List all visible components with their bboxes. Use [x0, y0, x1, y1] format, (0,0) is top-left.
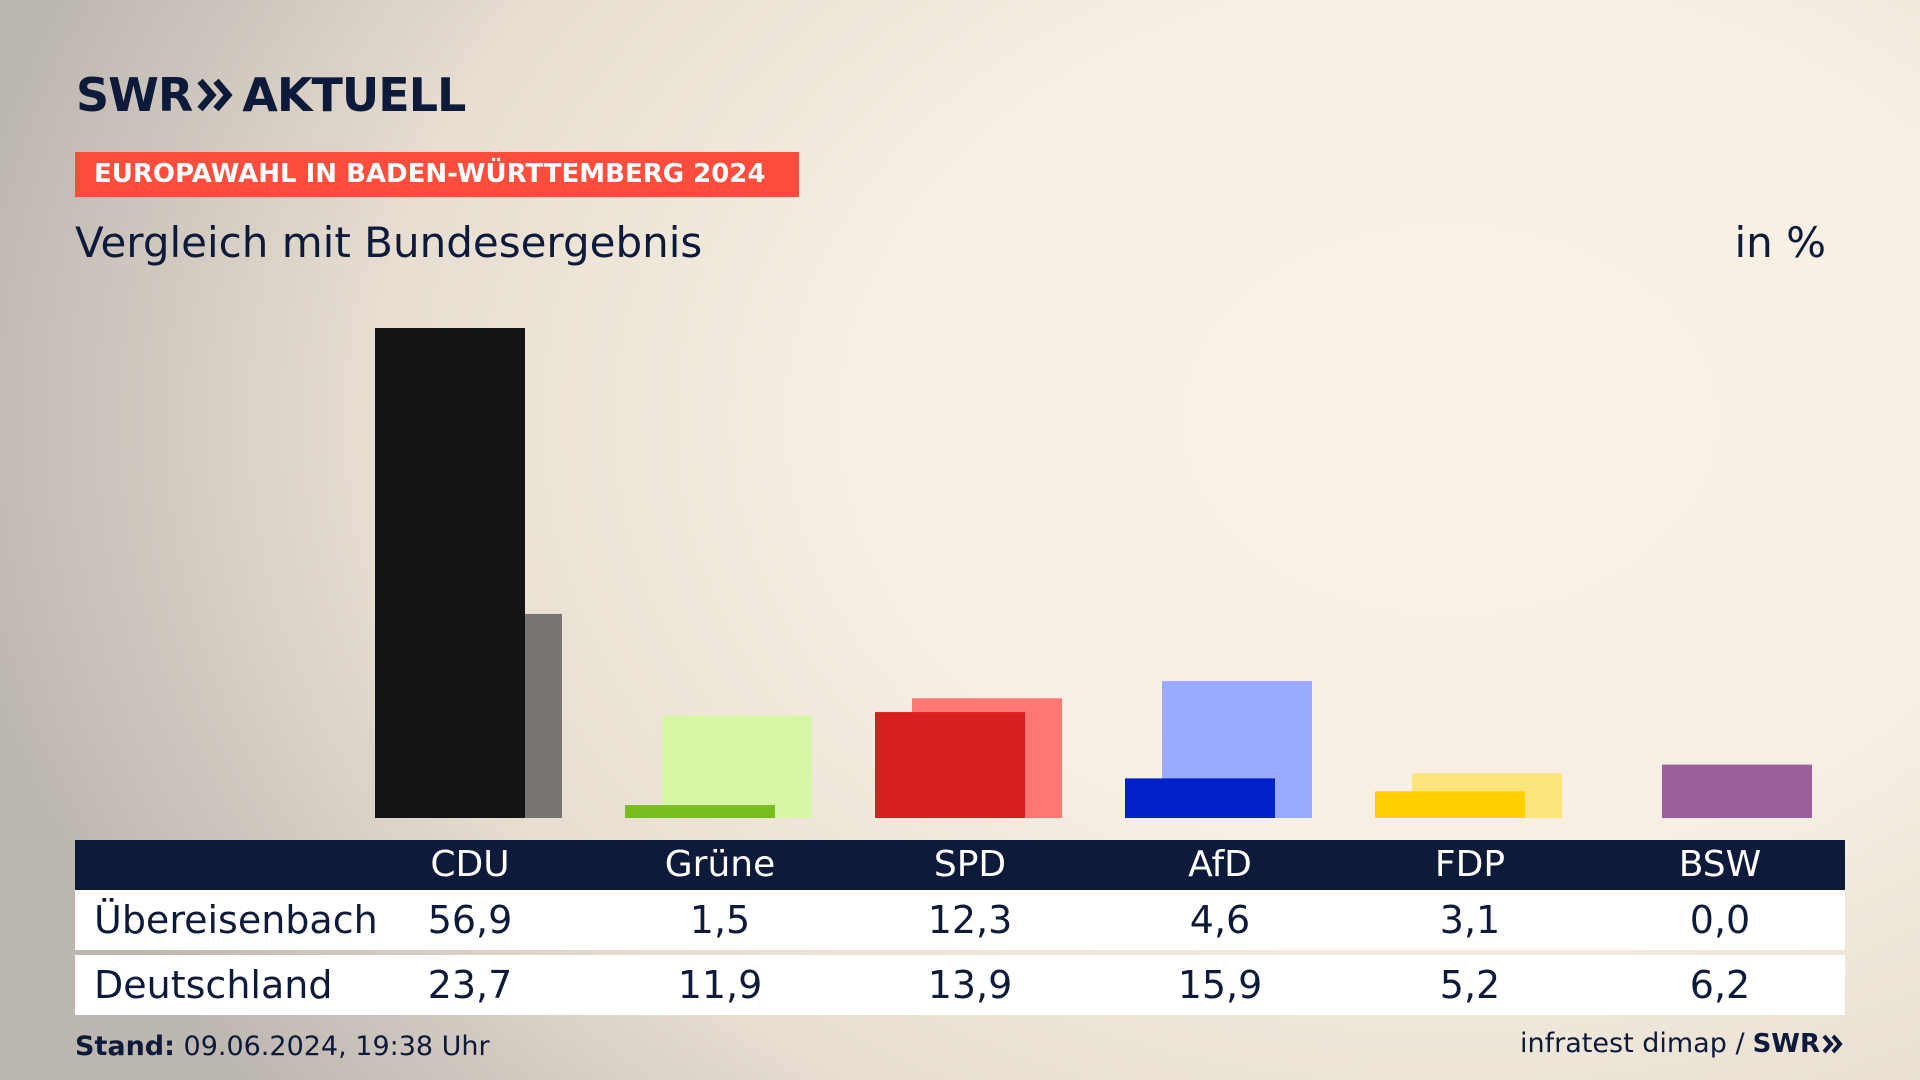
- stand-value: 09.06.2024, 19:38 Uhr: [183, 1031, 490, 1062]
- chart-subtitle: Vergleich mit Bundesergebnis: [75, 218, 703, 267]
- swr-aktuell-logo: SWR AKTUELL: [76, 68, 466, 122]
- column-header-cdu: CDU: [430, 844, 510, 885]
- table-cell: 1,5: [689, 898, 751, 942]
- table-row: Übereisenbach 56,9 1,5 12,3 4,6 3,1 0,0: [75, 890, 1845, 950]
- bar-deutschland-grüne: [662, 715, 812, 818]
- table-cell: 11,9: [677, 963, 763, 1007]
- table-cell: 4,6: [1189, 898, 1251, 942]
- column-header-bsw: BSW: [1678, 844, 1762, 885]
- table-cell: 5,2: [1439, 963, 1501, 1007]
- bar-uebereisenbach-fdp: [1375, 791, 1525, 818]
- row-label: Übereisenbach: [94, 898, 378, 942]
- results-table: CDU Grüne SPD AfD FDP BSW Übereisenbach …: [75, 840, 1845, 1015]
- double-chevron-icon: [197, 78, 233, 112]
- table-cell: 12,3: [927, 898, 1013, 942]
- table-cell: 0,0: [1689, 898, 1751, 942]
- table-header-row: CDU Grüne SPD AfD FDP BSW: [75, 840, 1845, 890]
- column-header-fdp: FDP: [1434, 844, 1506, 885]
- table-row: Deutschland 23,7 11,9 13,9 15,9 5,2 6,2: [75, 955, 1845, 1015]
- logo-aktuell-text: AKTUELL: [242, 68, 466, 122]
- source-credit: infratest dimap / SWR: [1520, 1028, 1844, 1059]
- column-header-gruene: Grüne: [664, 844, 776, 885]
- bar-uebereisenbach-grüne: [625, 805, 775, 818]
- double-chevron-icon: [1822, 1034, 1843, 1053]
- table-cell: 23,7: [427, 963, 513, 1007]
- column-header-spd: SPD: [933, 844, 1007, 885]
- bar-uebereisenbach-cdu: [375, 328, 525, 818]
- bar-uebereisenbach-afd: [1125, 778, 1275, 818]
- table-cell: 6,2: [1689, 963, 1751, 1007]
- column-header-afd: AfD: [1188, 844, 1252, 885]
- bar-uebereisenbach-spd: [875, 712, 1025, 818]
- logo-swr-text: SWR: [76, 68, 193, 122]
- timestamp: Stand: 09.06.2024, 19:38 Uhr: [75, 1031, 490, 1062]
- swr-footer-logo: SWR: [1753, 1029, 1844, 1059]
- source-text: infratest dimap /: [1520, 1028, 1745, 1059]
- stand-label: Stand:: [75, 1031, 175, 1062]
- unit-label: in %: [1734, 218, 1826, 267]
- topic-banner: EUROPAWAHL IN BADEN-WÜRTTEMBERG 2024: [75, 152, 799, 197]
- table-cell: 56,9: [427, 898, 513, 942]
- table-cell: 3,1: [1439, 898, 1501, 942]
- bar-deutschland-bsw: [1662, 764, 1812, 818]
- footer-logo-text: SWR: [1752, 1028, 1820, 1059]
- table-cell: 13,9: [927, 963, 1013, 1007]
- table-cell: 15,9: [1177, 963, 1263, 1007]
- row-label: Deutschland: [94, 963, 333, 1007]
- bar-chart: [375, 328, 1812, 818]
